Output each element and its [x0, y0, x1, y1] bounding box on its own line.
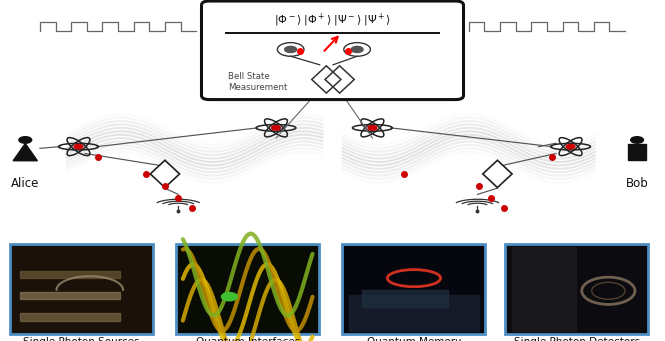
Text: Single Photon Detectors: Single Photon Detectors — [514, 337, 640, 341]
Circle shape — [285, 46, 297, 53]
Bar — [176, 244, 319, 334]
Bar — [20, 292, 120, 299]
Text: Bell State
Measurement: Bell State Measurement — [228, 72, 287, 92]
Bar — [20, 271, 120, 278]
Bar — [10, 244, 153, 334]
Bar — [512, 247, 577, 331]
Text: Quantum Interfaces: Quantum Interfaces — [196, 337, 300, 341]
Bar — [342, 244, 485, 334]
Bar — [20, 313, 120, 321]
Text: $|\Phi^-\rangle\;|\Phi^+\rangle\;|\Psi^-\rangle\;|\Psi^+\rangle$: $|\Phi^-\rangle\;|\Phi^+\rangle\;|\Psi^-… — [274, 11, 391, 29]
Circle shape — [74, 144, 83, 149]
Bar — [505, 244, 648, 334]
Text: Quantum Memory: Quantum Memory — [367, 337, 461, 341]
Circle shape — [351, 46, 363, 53]
Circle shape — [630, 137, 644, 143]
Bar — [349, 295, 479, 331]
Circle shape — [566, 144, 575, 149]
Circle shape — [271, 125, 281, 130]
Bar — [362, 290, 448, 307]
Polygon shape — [628, 144, 646, 160]
Text: Alice: Alice — [11, 177, 39, 190]
Text: Single Photon Sources: Single Photon Sources — [23, 337, 140, 341]
Circle shape — [19, 137, 32, 143]
Circle shape — [221, 293, 237, 301]
Text: Bob: Bob — [626, 177, 648, 190]
Polygon shape — [13, 144, 37, 161]
Circle shape — [368, 125, 377, 130]
FancyBboxPatch shape — [201, 1, 464, 100]
